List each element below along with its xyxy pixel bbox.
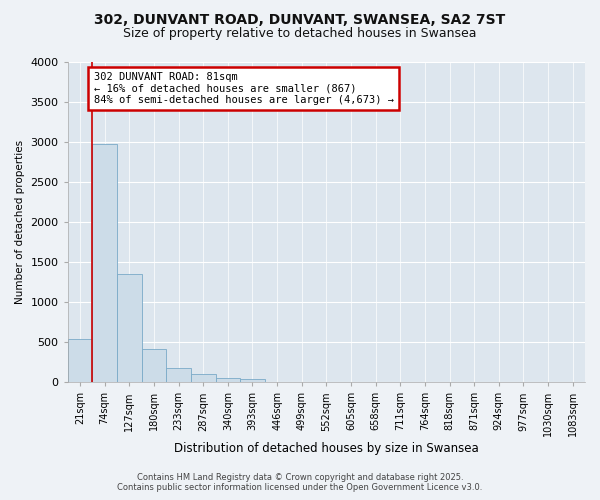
Bar [68, 339, 92, 382]
Bar [166, 368, 191, 382]
Bar [142, 350, 166, 382]
Text: 302, DUNVANT ROAD, DUNVANT, SWANSEA, SA2 7ST: 302, DUNVANT ROAD, DUNVANT, SWANSEA, SA2… [94, 12, 506, 26]
Text: Contains HM Land Registry data © Crown copyright and database right 2025.
Contai: Contains HM Land Registry data © Crown c… [118, 473, 482, 492]
Y-axis label: Number of detached properties: Number of detached properties [15, 140, 25, 304]
X-axis label: Distribution of detached houses by size in Swansea: Distribution of detached houses by size … [174, 442, 479, 455]
Text: 302 DUNVANT ROAD: 81sqm
← 16% of detached houses are smaller (867)
84% of semi-d: 302 DUNVANT ROAD: 81sqm ← 16% of detache… [94, 72, 394, 105]
Bar [191, 374, 215, 382]
Bar [117, 274, 142, 382]
Text: Size of property relative to detached houses in Swansea: Size of property relative to detached ho… [123, 28, 477, 40]
Bar [215, 378, 240, 382]
Bar [92, 144, 117, 382]
Bar [240, 380, 265, 382]
